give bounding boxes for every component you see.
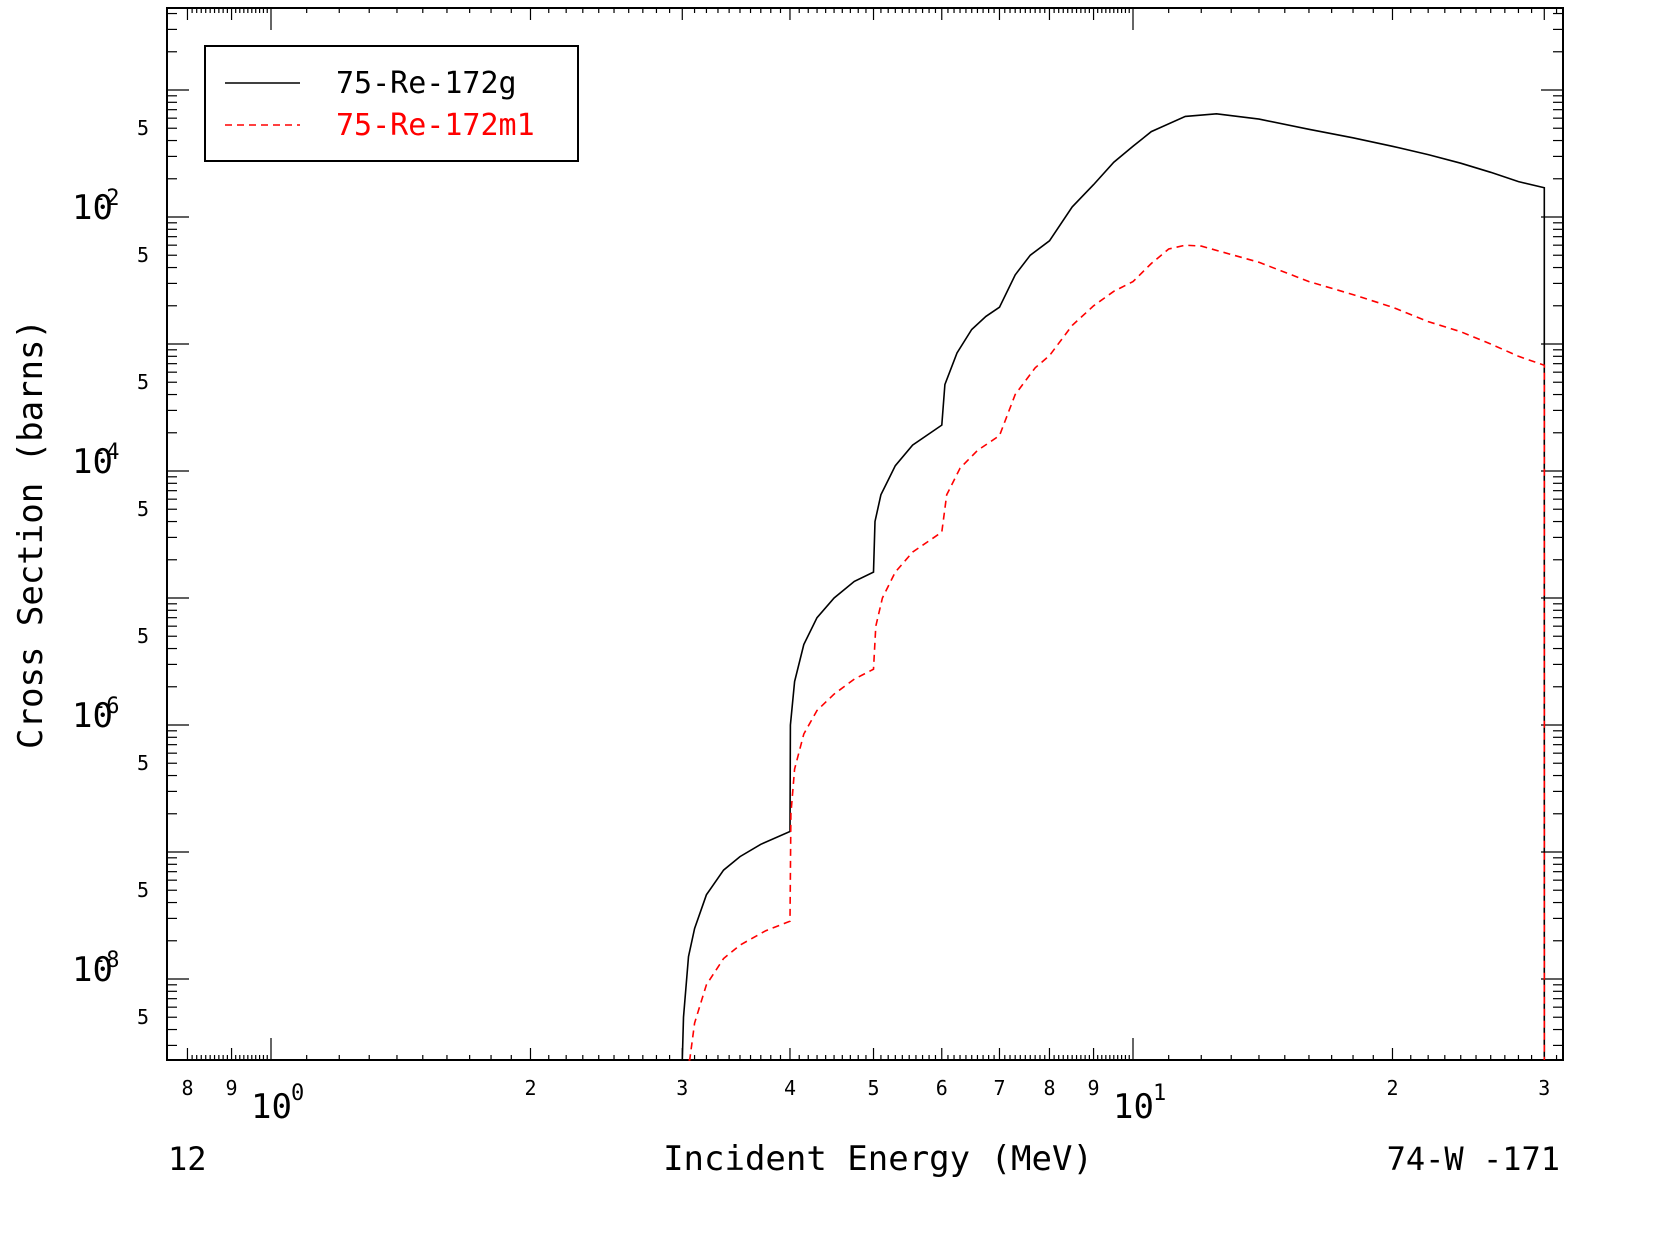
series-layer bbox=[681, 112, 1546, 1061]
y-minor-label: 5 bbox=[137, 1005, 149, 1029]
x-minor-label: 6 bbox=[936, 1076, 948, 1100]
y-major-label-base: 10 bbox=[72, 696, 113, 736]
x-minor-label: 7 bbox=[993, 1076, 1005, 1100]
x-major-label-base: 10 bbox=[251, 1087, 292, 1127]
x-minor-label: 3 bbox=[676, 1076, 688, 1100]
y-major-label-exp: -8 bbox=[93, 948, 120, 973]
y-major-label-exp: -4 bbox=[93, 440, 120, 465]
x-major-label-exp: 1 bbox=[1153, 1081, 1166, 1106]
x-minor-label: 9 bbox=[226, 1076, 238, 1100]
y-minor-label: 5 bbox=[137, 116, 149, 140]
x-minor-label: 8 bbox=[181, 1076, 193, 1100]
x-minor-label: 9 bbox=[1088, 1076, 1100, 1100]
x-minor-label: 3 bbox=[1538, 1076, 1550, 1100]
y-minor-label: 5 bbox=[137, 878, 149, 902]
y-major-label-base: 10 bbox=[72, 950, 113, 990]
y-minor-label: 5 bbox=[137, 624, 149, 648]
y-minor-label: 5 bbox=[137, 243, 149, 267]
x-minor-label: 2 bbox=[524, 1076, 536, 1100]
y-major-label-exp: -2 bbox=[93, 186, 120, 211]
x-major-label-base: 10 bbox=[1113, 1087, 1154, 1127]
axis-tick-labels: 8 9 2 3 4 5 6 7 8 9 2 310 0 10 110-210-410-610-8555555… bbox=[72, 116, 1550, 1127]
y-minor-label: 5 bbox=[137, 751, 149, 775]
x-axis-title: Incident Energy (MeV) bbox=[663, 1139, 1093, 1179]
y-minor-label: 5 bbox=[137, 370, 149, 394]
plot-frame bbox=[166, 7, 1564, 1061]
corner-label-left: 12 bbox=[168, 1140, 207, 1178]
corner-label-right: 74-W -171 bbox=[1387, 1140, 1560, 1178]
y-major-label-base: 10 bbox=[72, 188, 113, 228]
x-major-label-exp: 0 bbox=[291, 1081, 304, 1106]
x-minor-label: 4 bbox=[784, 1076, 796, 1100]
y-axis-title: Cross Section (barns) bbox=[11, 319, 51, 749]
series-line-re172m1 bbox=[688, 244, 1546, 1061]
legend-label-re172m1: 75-Re-172m1 bbox=[336, 108, 535, 143]
series-line-re172g bbox=[681, 112, 1546, 1061]
legend-box bbox=[204, 45, 579, 162]
x-minor-label: 8 bbox=[1043, 1076, 1055, 1100]
axis-ticks bbox=[167, 8, 1563, 1060]
x-minor-label: 5 bbox=[867, 1076, 879, 1100]
y-major-label-exp: -6 bbox=[93, 694, 120, 719]
y-minor-label: 5 bbox=[137, 497, 149, 521]
y-major-label-base: 10 bbox=[72, 442, 113, 482]
x-minor-label: 2 bbox=[1386, 1076, 1398, 1100]
legend-label-re172g: 75-Re-172g bbox=[336, 66, 517, 101]
legend: 75-Re-172g 75-Re-172m1 bbox=[204, 45, 579, 162]
